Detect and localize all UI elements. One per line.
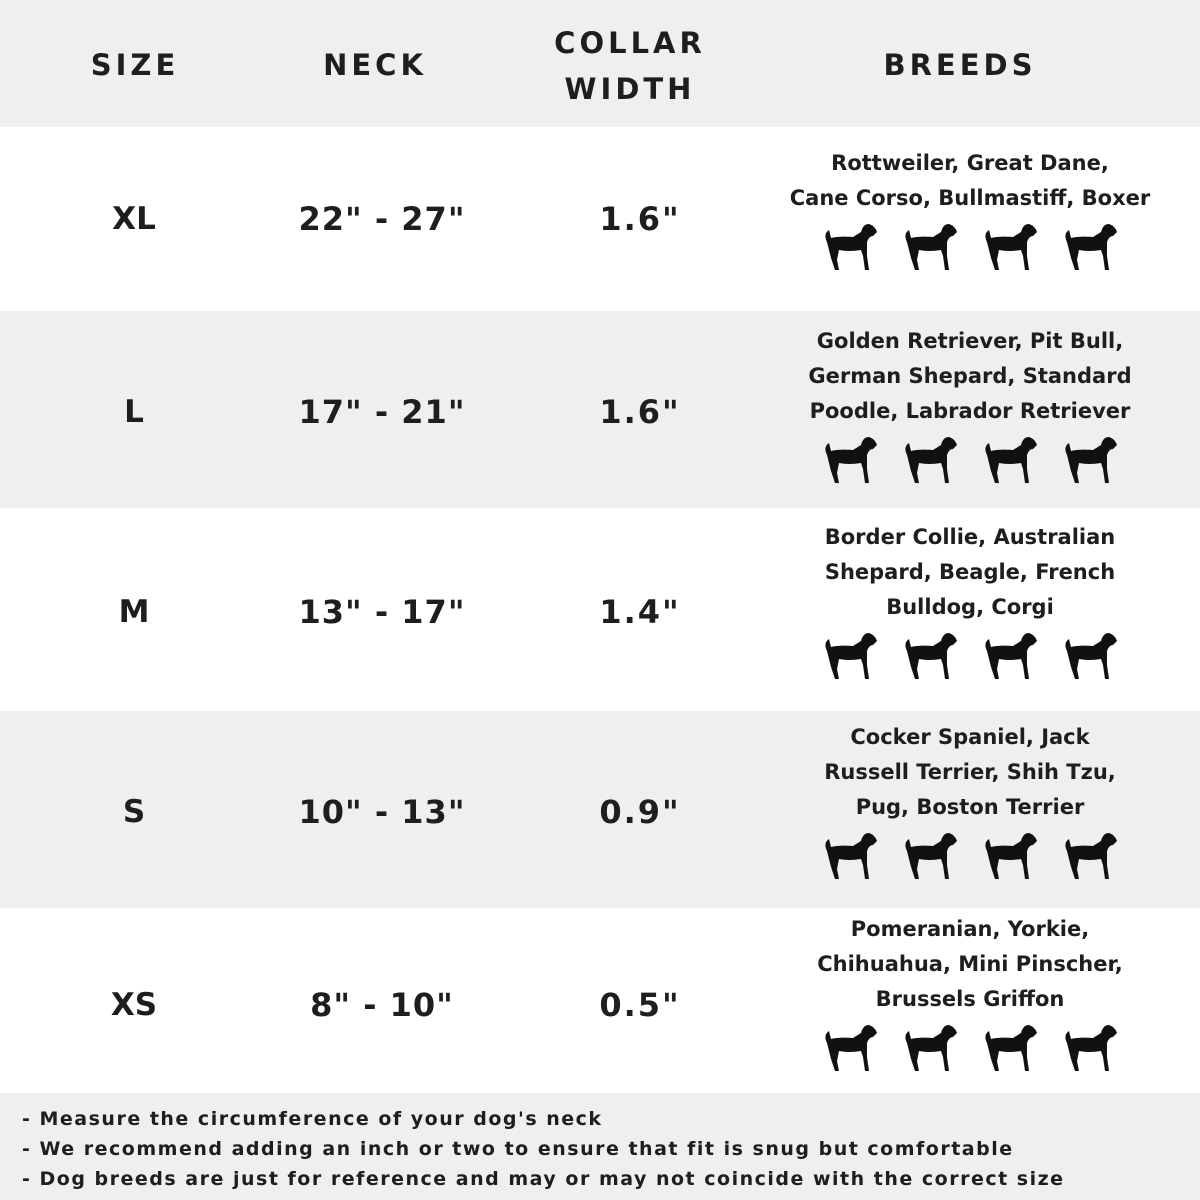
breeds-line: Cane Corso, Bullmastiff, Boxer	[789, 186, 1151, 210]
note: - We recommend adding an inch or two to …	[22, 1138, 1014, 1160]
neck-range: 10" - 13"	[298, 793, 466, 831]
neck-range: 8" - 10"	[310, 986, 454, 1024]
golden-retriever-icon	[825, 437, 877, 483]
breeds-line: Shepard, Beagle, French	[824, 560, 1116, 584]
breeds-line: Golden Retriever, Pit Bull,	[816, 329, 1124, 353]
neck-range: 13" - 17"	[298, 593, 466, 631]
breeds-cell: Pomeranian, Yorkie, Chihuahua, Mini Pinsc…	[780, 912, 1160, 1077]
header-breeds: BREEDS	[883, 48, 1037, 82]
bullmastiff-icon	[1065, 224, 1117, 270]
size-label: M	[118, 594, 150, 630]
size-label: XL	[112, 201, 156, 237]
rottweiler-icon	[825, 224, 877, 270]
breeds-line: German Shepard, Standard	[808, 364, 1132, 388]
french-bulldog-icon	[985, 633, 1037, 679]
neck-range: 22" - 27"	[298, 200, 466, 238]
breeds-line: Pomeranian, Yorkie,	[850, 917, 1090, 941]
shih-tzu-icon	[985, 833, 1037, 879]
header-collar-line2: WIDTH	[564, 72, 696, 106]
labrador-icon	[905, 437, 957, 483]
breeds-line: Bulldog, Corgi	[886, 595, 1054, 619]
breeds-line: Border Collie, Australian	[824, 525, 1116, 549]
poodle-icon	[985, 437, 1037, 483]
chihuahua-icon	[985, 1025, 1037, 1071]
german-shepherd-icon	[1065, 437, 1117, 483]
breeds-line: Rottweiler, Great Dane,	[831, 151, 1109, 175]
footer-band	[0, 1093, 1200, 1200]
dog-icons	[780, 433, 1160, 489]
breeds-line: Brussels Griffon	[875, 987, 1065, 1011]
pomeranian-icon	[825, 1025, 877, 1071]
corgi-icon	[1065, 633, 1117, 679]
breeds-cell: Rottweiler, Great Dane, Cane Corso, Bullm…	[780, 146, 1160, 276]
cane-corso-icon	[985, 224, 1037, 270]
collar-width: 1.4"	[599, 593, 681, 631]
note: - Dog breeds are just for reference and …	[22, 1168, 1065, 1190]
note: - Measure the circumference of your dog'…	[22, 1108, 603, 1130]
header-collar-line1: COLLAR	[554, 26, 706, 60]
breeds-line: Pug, Boston Terrier	[855, 795, 1085, 819]
size-label: L	[124, 394, 144, 430]
collar-width: 1.6"	[599, 200, 681, 238]
pug-icon	[1065, 833, 1117, 879]
neck-range: 17" - 21"	[298, 393, 466, 431]
dog-icons	[780, 220, 1160, 276]
header-band	[0, 0, 1200, 127]
collar-width: 0.9"	[599, 793, 681, 831]
yorkie-icon	[905, 1025, 957, 1071]
breeds-line: Poodle, Labrador Retriever	[809, 399, 1131, 423]
collar-width: 0.5"	[599, 986, 681, 1024]
header-collar-width: COLLAR WIDTH	[530, 20, 730, 112]
dog-icons	[780, 829, 1160, 885]
notes: - Measure the circumference of your dog'…	[22, 1104, 1065, 1194]
breeds-line: Russell Terrier, Shih Tzu,	[824, 760, 1116, 784]
header-neck: NECK	[323, 48, 427, 82]
breeds-line: Cocker Spaniel, Jack	[850, 725, 1090, 749]
breeds-cell: Cocker Spaniel, Jack Russell Terrier, Shi…	[780, 720, 1160, 885]
dog-icons	[780, 629, 1160, 685]
row-band-l	[0, 311, 1200, 508]
size-label: S	[122, 794, 146, 830]
header-size: SIZE	[90, 48, 180, 82]
mini-pinscher-icon	[1065, 1025, 1117, 1071]
size-label: XS	[110, 987, 158, 1023]
dog-icons	[780, 1021, 1160, 1077]
breeds-cell: Golden Retriever, Pit Bull, German Shepar…	[780, 324, 1160, 489]
row-band-s	[0, 711, 1200, 908]
cocker-spaniel-icon	[825, 833, 877, 879]
breeds-cell: Border Collie, Australian Shepard, Beagle…	[780, 520, 1160, 685]
collar-width: 1.6"	[599, 393, 681, 431]
jack-russell-icon	[905, 833, 957, 879]
border-collie-icon	[825, 633, 877, 679]
breeds-line: Chihuahua, Mini Pinscher,	[817, 952, 1123, 976]
beagle-icon	[905, 633, 957, 679]
great-dane-icon	[905, 224, 957, 270]
